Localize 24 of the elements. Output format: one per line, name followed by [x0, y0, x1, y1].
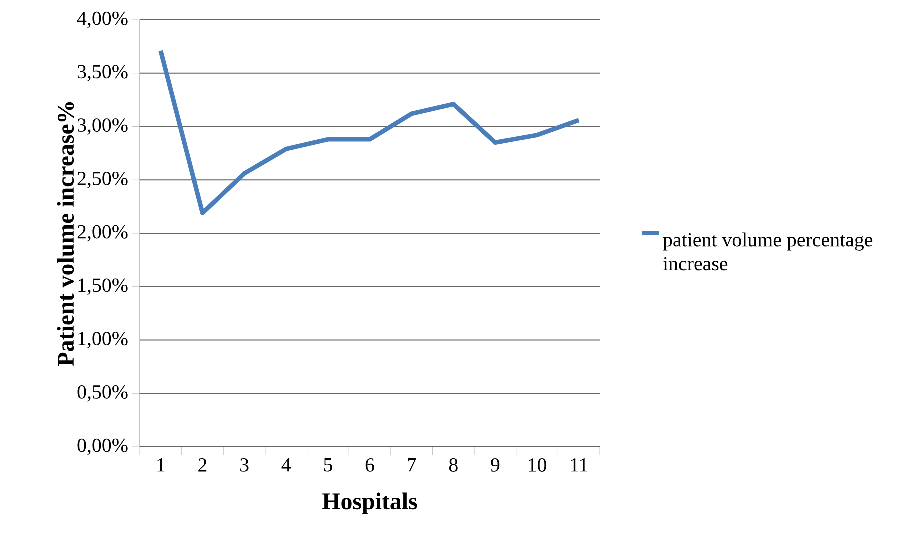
y-tick-label: 0,00% [78, 438, 128, 456]
x-tick-label: 7 [408, 458, 416, 472]
x-tick-label: 3 [240, 458, 249, 472]
x-tick-label: 10 [529, 458, 546, 472]
y-tick-label: 3,50% [78, 65, 128, 82]
x-tick-label: 5 [324, 458, 332, 472]
x-tick-label: 4 [282, 458, 292, 472]
x-tick-label: 9 [491, 458, 500, 472]
legend-label: patient volume percentage increase [663, 232, 873, 271]
y-tick-label: 2,00% [78, 225, 128, 242]
x-tick-label: 8 [449, 458, 458, 472]
y-tick-label: 1,50% [78, 278, 128, 296]
line-series [158, 48, 582, 216]
x-tick-label: 1 [158, 458, 165, 472]
y-tick-label: 2,50% [78, 172, 128, 188]
y-tick-label: 3,00% [78, 118, 128, 135]
y-axis-title: Patient volume increase% [57, 102, 74, 366]
y-tick-label: 4,00% [77, 12, 128, 28]
x-tick-label: 6 [366, 458, 374, 472]
y-tick-label: 0,50% [78, 385, 128, 402]
y-tick-label: 1,00% [78, 332, 128, 348]
x-tick-label: 11 [571, 458, 588, 472]
x-tick-label: 2 [198, 458, 207, 472]
x-axis-title: Hospitals [322, 492, 418, 514]
